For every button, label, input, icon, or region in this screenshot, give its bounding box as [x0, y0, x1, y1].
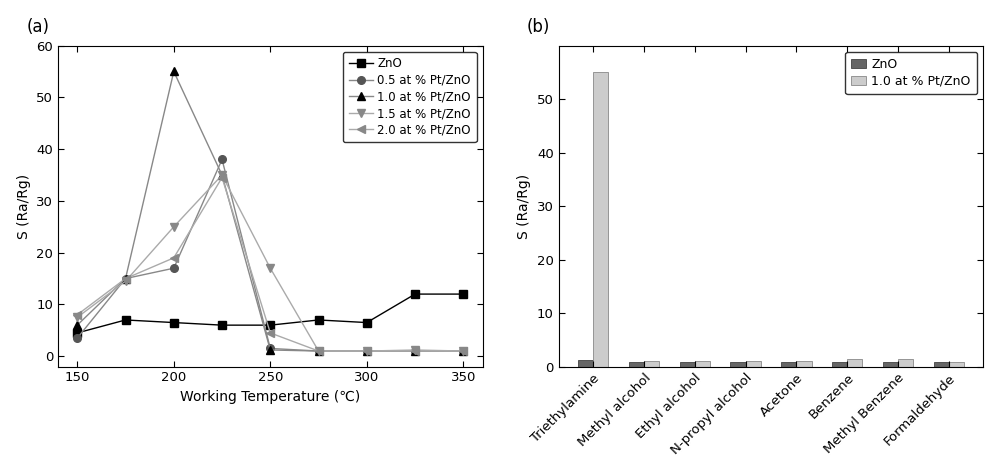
1.0 at % Pt/ZnO	[168, 69, 180, 74]
2.0 at % Pt/ZnO	[361, 348, 373, 354]
0.5 at % Pt/ZnO	[120, 276, 132, 282]
1.5 at % Pt/ZnO	[313, 348, 325, 354]
Bar	[695, 361, 710, 366]
Bar	[883, 362, 898, 366]
0.5 at % Pt/ZnO	[168, 265, 180, 271]
ZnO	[409, 291, 421, 297]
2.0 at % Pt/ZnO	[313, 348, 325, 354]
Bar	[578, 360, 593, 366]
Legend: ZnO, 1.0 at % Pt/ZnO: ZnO, 1.0 at % Pt/ZnO	[845, 52, 977, 94]
1.0 at % Pt/ZnO	[313, 348, 325, 354]
2.0 at % Pt/ZnO	[216, 175, 228, 181]
1.5 at % Pt/ZnO	[216, 172, 228, 178]
Bar	[781, 362, 796, 366]
Line: 1.0 at % Pt/ZnO: 1.0 at % Pt/ZnO	[73, 68, 467, 355]
0.5 at % Pt/ZnO	[216, 156, 228, 162]
ZnO	[120, 317, 132, 323]
Bar	[730, 362, 746, 366]
1.0 at % Pt/ZnO	[409, 348, 421, 354]
Line: ZnO: ZnO	[73, 290, 467, 337]
Line: 0.5 at % Pt/ZnO: 0.5 at % Pt/ZnO	[73, 155, 467, 355]
1.5 at % Pt/ZnO	[457, 348, 469, 354]
1.5 at % Pt/ZnO	[120, 278, 132, 284]
ZnO	[264, 322, 276, 328]
Bar	[644, 361, 659, 366]
Bar	[898, 358, 913, 366]
ZnO	[361, 320, 373, 326]
ZnO	[313, 317, 325, 323]
ZnO	[457, 291, 469, 297]
1.0 at % Pt/ZnO	[361, 348, 373, 354]
0.5 at % Pt/ZnO	[361, 348, 373, 354]
Bar	[680, 362, 695, 366]
ZnO	[168, 320, 180, 326]
1.0 at % Pt/ZnO	[71, 322, 83, 328]
1.0 at % Pt/ZnO	[457, 348, 469, 354]
0.5 at % Pt/ZnO	[313, 348, 325, 354]
2.0 at % Pt/ZnO	[120, 276, 132, 282]
ZnO	[71, 330, 83, 336]
1.5 at % Pt/ZnO	[168, 224, 180, 229]
Bar	[796, 361, 812, 366]
2.0 at % Pt/ZnO	[168, 255, 180, 261]
Bar	[629, 362, 644, 366]
Legend: ZnO, 0.5 at % Pt/ZnO, 1.0 at % Pt/ZnO, 1.5 at % Pt/ZnO, 2.0 at % Pt/ZnO: ZnO, 0.5 at % Pt/ZnO, 1.0 at % Pt/ZnO, 1…	[343, 52, 477, 143]
2.0 at % Pt/ZnO	[409, 348, 421, 354]
1.0 at % Pt/ZnO	[216, 172, 228, 178]
Text: (a): (a)	[26, 18, 49, 36]
1.5 at % Pt/ZnO	[409, 347, 421, 353]
Bar	[847, 358, 862, 366]
ZnO	[216, 322, 228, 328]
2.0 at % Pt/ZnO	[71, 312, 83, 318]
1.5 at % Pt/ZnO	[361, 348, 373, 354]
1.5 at % Pt/ZnO	[264, 265, 276, 271]
Bar	[593, 73, 608, 366]
1.0 at % Pt/ZnO	[264, 347, 276, 353]
0.5 at % Pt/ZnO	[71, 335, 83, 341]
X-axis label: Working Temperature (℃): Working Temperature (℃)	[180, 390, 360, 404]
Bar	[746, 361, 761, 366]
Bar	[949, 362, 964, 366]
Bar	[832, 362, 847, 366]
Line: 2.0 at % Pt/ZnO: 2.0 at % Pt/ZnO	[73, 174, 467, 355]
1.0 at % Pt/ZnO	[120, 276, 132, 282]
Y-axis label: S (Ra/Rg): S (Ra/Rg)	[517, 173, 531, 238]
Y-axis label: S (Ra/Rg): S (Ra/Rg)	[17, 173, 31, 238]
0.5 at % Pt/ZnO	[457, 348, 469, 354]
2.0 at % Pt/ZnO	[457, 348, 469, 354]
Bar	[934, 362, 949, 366]
Line: 1.5 at % Pt/ZnO: 1.5 at % Pt/ZnO	[73, 171, 467, 355]
0.5 at % Pt/ZnO	[264, 346, 276, 351]
2.0 at % Pt/ZnO	[264, 330, 276, 336]
1.5 at % Pt/ZnO	[71, 315, 83, 320]
Text: (b): (b)	[527, 18, 550, 36]
0.5 at % Pt/ZnO	[409, 348, 421, 354]
